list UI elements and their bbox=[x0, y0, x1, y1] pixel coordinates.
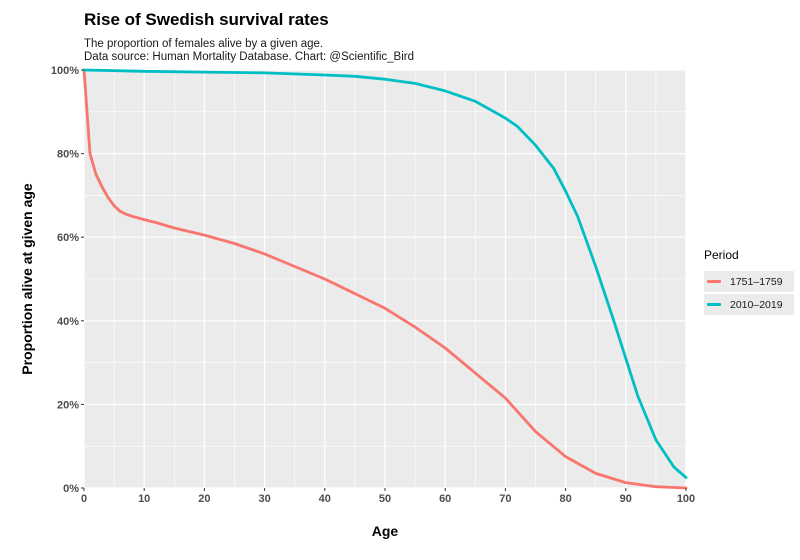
series-line-1 bbox=[82, 68, 688, 479]
legend-label-1751-1759: 1751–1759 bbox=[730, 275, 783, 288]
x-tick-label: 100 bbox=[677, 493, 695, 505]
legend-swatch-2010-2019 bbox=[707, 303, 721, 306]
y-axis-ticks: 0% 20% 40% 60% 80% 100% bbox=[51, 65, 84, 495]
x-tick-label: 80 bbox=[559, 493, 571, 505]
legend: Period 1751–1759 2010–2019 bbox=[704, 248, 796, 317]
y-axis-title: Proportion alive at given age bbox=[19, 183, 35, 375]
x-axis-title: Age bbox=[372, 523, 399, 539]
legend-title: Period bbox=[704, 248, 739, 262]
legend-item-1751-1759: 1751–1759 bbox=[704, 271, 794, 292]
y-tick-label: 80% bbox=[57, 149, 79, 161]
legend-label-2010-2019: 2010–2019 bbox=[730, 298, 783, 311]
chart-subtitle: The proportion of females alive by a giv… bbox=[84, 38, 414, 64]
legend-key-2010-2019 bbox=[704, 294, 724, 315]
x-tick-label: 30 bbox=[258, 493, 270, 505]
minor-grid bbox=[84, 70, 686, 488]
y-tick-label: 0% bbox=[63, 483, 79, 495]
y-tick-label: 100% bbox=[51, 65, 79, 77]
series-layer bbox=[82, 68, 688, 490]
y-tick-label: 40% bbox=[57, 316, 79, 328]
x-tick-label: 50 bbox=[379, 493, 391, 505]
chart-title: Rise of Swedish survival rates bbox=[84, 10, 329, 29]
x-tick-label: 20 bbox=[198, 493, 210, 505]
x-tick-label: 60 bbox=[439, 493, 451, 505]
x-tick-label: 70 bbox=[499, 493, 511, 505]
legend-item-2010-2019: 2010–2019 bbox=[704, 294, 794, 315]
x-tick-label: 0 bbox=[81, 493, 87, 505]
x-tick-label: 90 bbox=[620, 493, 632, 505]
x-tick-label: 40 bbox=[319, 493, 331, 505]
series-line-0 bbox=[82, 68, 688, 490]
y-tick-label: 60% bbox=[57, 232, 79, 244]
x-tick-label: 10 bbox=[138, 493, 150, 505]
subtitle-line-1: The proportion of females alive by a giv… bbox=[84, 38, 324, 50]
subtitle-line-2: Data source: Human Mortality Database. C… bbox=[84, 51, 414, 63]
y-tick-label: 20% bbox=[57, 399, 79, 411]
legend-swatch-1751-1759 bbox=[707, 280, 721, 283]
legend-key-1751-1759 bbox=[704, 271, 724, 292]
x-axis-ticks: 0 10 20 30 40 50 60 70 80 90 100 bbox=[81, 488, 695, 505]
